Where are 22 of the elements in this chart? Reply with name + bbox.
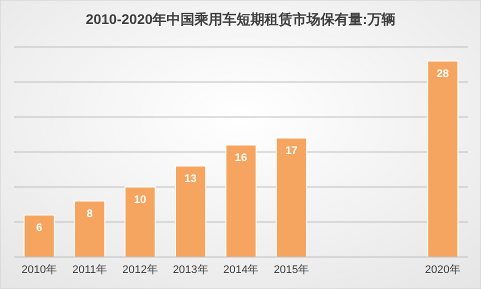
data-label: 17: [285, 145, 298, 157]
bar: [276, 138, 308, 258]
data-label: 6: [36, 222, 42, 234]
data-label: 10: [134, 194, 146, 206]
data-label: 16: [234, 152, 248, 164]
bar: [174, 166, 206, 258]
x-tick-label: 2014年: [223, 264, 259, 276]
chart-title: 2010-2020年中国乘用车短期租赁市场保有量:万辆: [86, 11, 396, 27]
bar: [427, 60, 458, 258]
x-tick-label: 2010年: [21, 264, 57, 276]
data-label: 13: [184, 173, 197, 185]
bar: [24, 214, 55, 258]
bar: [124, 186, 156, 258]
data-label: 28: [436, 68, 449, 80]
x-tick-label: 2011年: [72, 264, 107, 276]
bar: [74, 200, 106, 258]
x-tick-label: 2015年: [274, 264, 310, 276]
x-tick-label: 2013年: [172, 264, 208, 276]
x-tick-label: 2012年: [122, 264, 158, 276]
data-label: 8: [86, 208, 93, 220]
x-tick-label: 2020年: [425, 264, 461, 276]
bar: [225, 144, 257, 258]
